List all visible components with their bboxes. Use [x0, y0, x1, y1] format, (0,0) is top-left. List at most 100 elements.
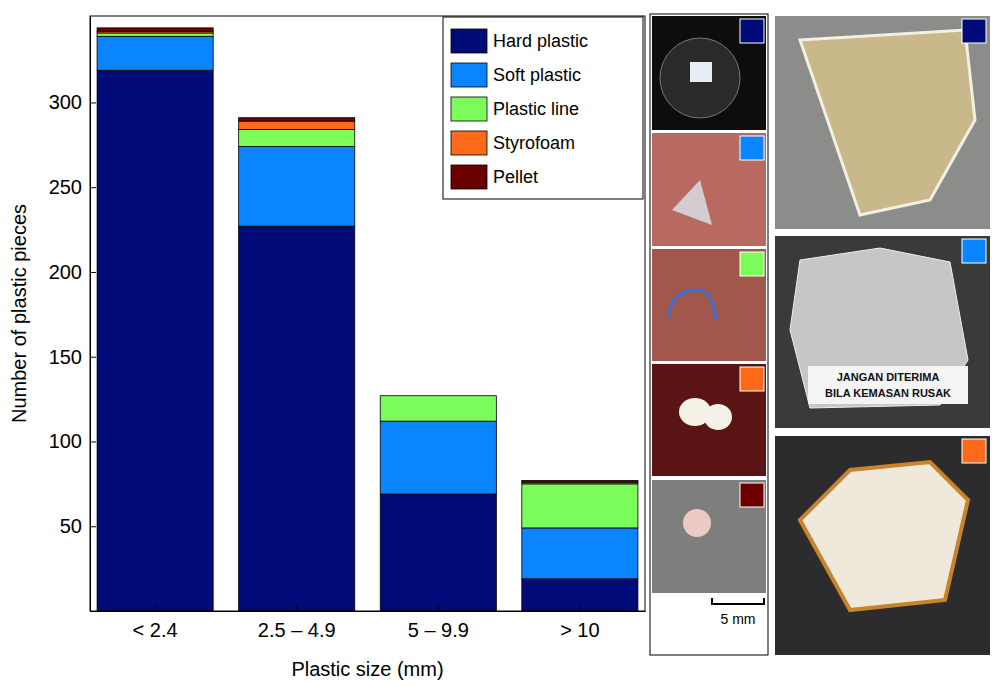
- legend-swatch: [451, 165, 487, 189]
- photo-type-key: [962, 239, 986, 263]
- y-tick-mark: [90, 441, 96, 442]
- y-tick-label: 200: [49, 261, 82, 283]
- bar-series: [97, 33, 638, 528]
- legend-box: [443, 17, 643, 199]
- legend-label: Soft plastic: [493, 65, 581, 85]
- photo-object: [790, 248, 968, 408]
- x-tick-label: 2.5 – 4.9: [258, 619, 336, 641]
- x-axis-title: Plastic size (mm): [291, 658, 443, 680]
- bar-series: [97, 36, 638, 578]
- x-axis-line: [91, 611, 646, 612]
- photo-panels: 5 mmJANGAN DITERIMABILA KEMASAN RUSAK: [650, 14, 990, 655]
- photo-type-key: [740, 136, 764, 160]
- label-patch: [808, 366, 968, 404]
- y-axis-line: [90, 17, 91, 612]
- bar-segment: [239, 226, 355, 611]
- photo-object: [800, 462, 968, 610]
- legend-label: Plastic line: [493, 99, 579, 119]
- x-tick-mark: [438, 605, 439, 611]
- y-tick-mark: [90, 272, 96, 273]
- bar-series: [97, 31, 638, 484]
- chart: 50 100 150 200 250 300 < 2.4 2.5 – 4.9 5 – 9.9 > …: [0, 0, 1000, 691]
- x-tick-label: > 10: [560, 619, 599, 641]
- bar-series: [97, 70, 638, 611]
- y-tick: 100: [49, 430, 96, 452]
- photo-object: [800, 30, 975, 215]
- x-tick-label: < 2.4: [133, 619, 178, 641]
- photo-type-key: [962, 439, 986, 463]
- plot-frame: [90, 16, 645, 611]
- packaging-text: JANGAN DITERIMA: [837, 371, 940, 383]
- packaging-text: BILA KEMASAN RUSAK: [825, 387, 951, 399]
- x-axis: < 2.4 2.5 – 4.9 5 – 9.9 > 10: [91, 605, 646, 641]
- bar-segment: [380, 396, 496, 421]
- photo-object: [683, 509, 711, 537]
- legend-swatch: [451, 97, 487, 121]
- y-tick-mark: [90, 526, 96, 527]
- photo-type-key: [740, 367, 764, 391]
- bar-segment: [97, 36, 213, 70]
- bar-segment: [239, 147, 355, 227]
- x-tick: 5 – 9.9: [408, 605, 469, 641]
- scale-bar: [712, 598, 764, 604]
- legend-label: Pellet: [493, 167, 538, 187]
- x-tick-mark: [579, 605, 580, 611]
- y-tick: 300: [49, 91, 96, 113]
- y-tick-mark: [90, 357, 96, 358]
- bar-segment: [239, 130, 355, 147]
- y-tick-label: 150: [49, 346, 82, 368]
- x-tick: 2.5 – 4.9: [258, 605, 336, 641]
- bar-segment: [380, 395, 496, 396]
- plot-background: [90, 16, 645, 611]
- photo: [775, 16, 990, 229]
- y-tick: 250: [49, 176, 96, 198]
- legend-swatch: [451, 29, 487, 53]
- x-tick-mark: [296, 605, 297, 611]
- photo-type-key: [740, 483, 764, 507]
- photo-type-key: [740, 252, 764, 276]
- x-tick-label: 5 – 9.9: [408, 619, 469, 641]
- y-tick: 200: [49, 261, 96, 283]
- photo: [652, 16, 766, 130]
- photo-object: [660, 38, 740, 118]
- bar-segment: [522, 480, 638, 482]
- bar-segment: [522, 579, 638, 611]
- photo: [775, 436, 990, 655]
- y-tick-label: 50: [60, 515, 82, 537]
- photo-object: [704, 404, 732, 430]
- y-tick-label: 250: [49, 176, 82, 198]
- legend-label: Styrofoam: [493, 133, 575, 153]
- y-tick: 150: [49, 346, 96, 368]
- photo-object: [690, 62, 712, 82]
- x-tick: < 2.4: [133, 605, 178, 641]
- bar-segment: [97, 28, 213, 31]
- y-tick-mark: [90, 187, 96, 188]
- legend-label: Hard plastic: [493, 31, 588, 51]
- bar-segment: [380, 494, 496, 611]
- photo-object: [672, 180, 712, 225]
- photo: [775, 236, 990, 428]
- bar-segment: [97, 33, 213, 36]
- x-tick: > 10: [560, 605, 599, 641]
- bar-segment: [380, 421, 496, 494]
- photo: [652, 133, 766, 246]
- photo: [652, 249, 766, 361]
- legend: Hard plastic Soft plastic Plastic line Styr…: [443, 17, 643, 199]
- bar-segment: [522, 484, 638, 528]
- bars: [97, 28, 638, 611]
- legend-swatch: [451, 63, 487, 87]
- bar-segment: [380, 395, 496, 396]
- y-axis: 50 100 150 200 250 300: [49, 17, 96, 612]
- bar-segment: [239, 118, 355, 121]
- y-axis-title: Number of plastic pieces: [8, 204, 30, 423]
- bar-segment: [97, 70, 213, 611]
- y-tick-label: 100: [49, 430, 82, 452]
- bar-segment: [239, 121, 355, 129]
- y-tick-mark: [90, 102, 96, 103]
- photo-object: [668, 290, 716, 320]
- y-tick-label: 300: [49, 91, 82, 113]
- photo: [652, 480, 766, 593]
- x-tick-mark: [155, 605, 156, 611]
- bar-segment: [522, 528, 638, 579]
- photo: [652, 364, 766, 476]
